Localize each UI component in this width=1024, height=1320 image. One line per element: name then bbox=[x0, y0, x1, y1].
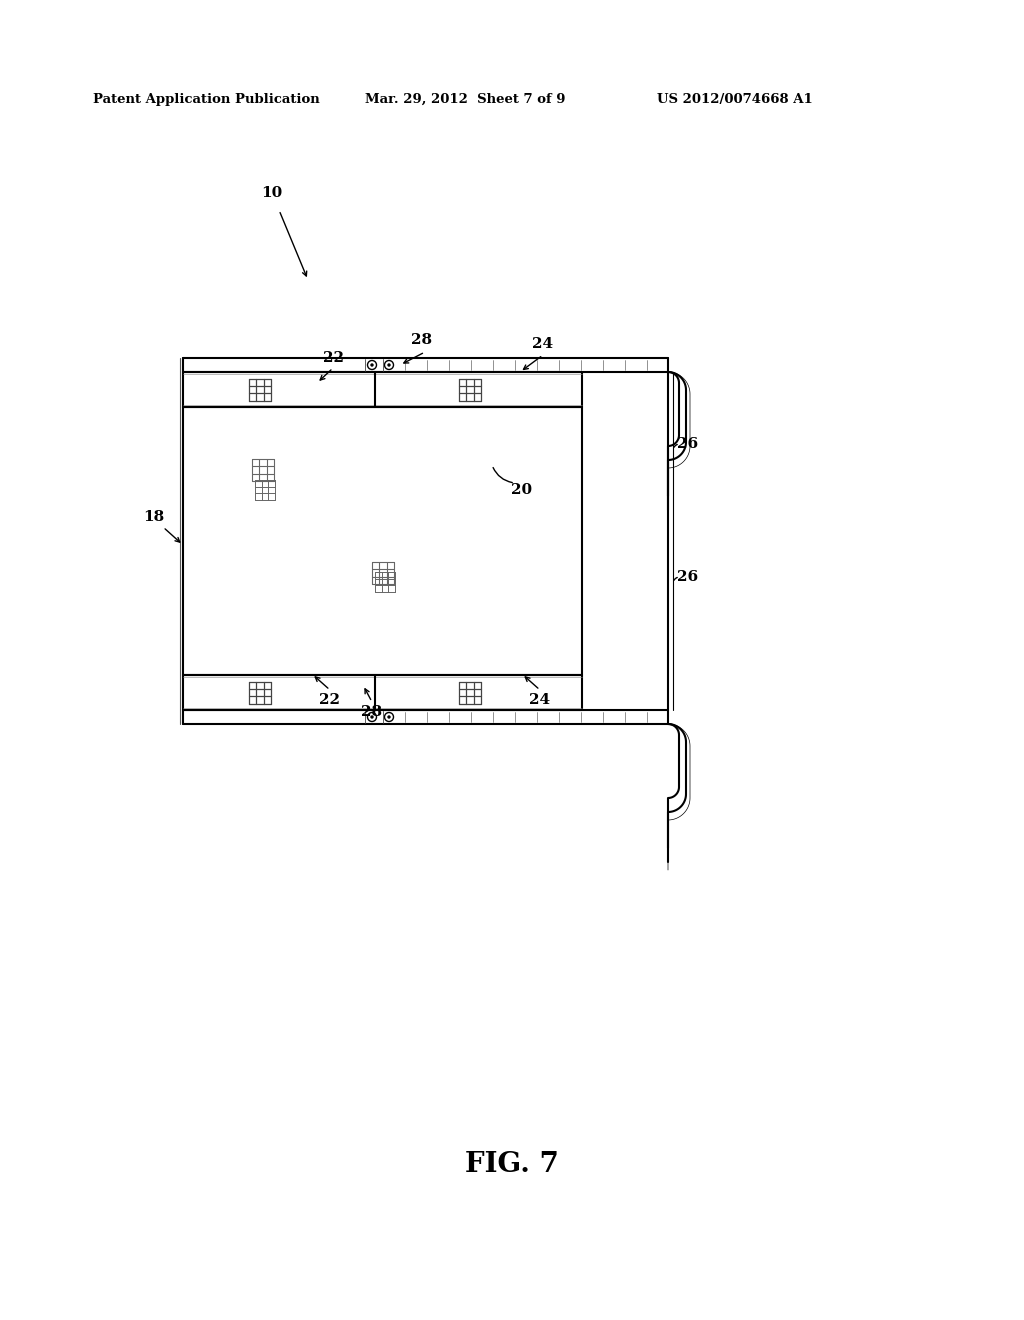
Circle shape bbox=[371, 364, 373, 366]
Text: Mar. 29, 2012  Sheet 7 of 9: Mar. 29, 2012 Sheet 7 of 9 bbox=[365, 92, 565, 106]
Text: 22: 22 bbox=[319, 693, 341, 708]
Text: 18: 18 bbox=[143, 510, 165, 524]
Circle shape bbox=[384, 360, 393, 370]
Text: 24: 24 bbox=[532, 337, 554, 351]
Text: 24: 24 bbox=[529, 693, 551, 708]
Text: 20: 20 bbox=[511, 483, 532, 498]
Circle shape bbox=[384, 713, 393, 722]
Text: FIG. 7: FIG. 7 bbox=[465, 1151, 559, 1179]
Circle shape bbox=[368, 360, 377, 370]
Circle shape bbox=[388, 364, 390, 366]
Text: 28: 28 bbox=[412, 333, 432, 347]
Text: 26: 26 bbox=[678, 570, 698, 583]
Text: US 2012/0074668 A1: US 2012/0074668 A1 bbox=[657, 92, 813, 106]
Text: 28: 28 bbox=[361, 705, 383, 719]
Circle shape bbox=[371, 715, 373, 718]
Circle shape bbox=[388, 715, 390, 718]
Text: Patent Application Publication: Patent Application Publication bbox=[93, 92, 319, 106]
Text: 10: 10 bbox=[261, 186, 283, 201]
Text: 26: 26 bbox=[678, 437, 698, 451]
Text: 22: 22 bbox=[323, 351, 343, 366]
Circle shape bbox=[368, 713, 377, 722]
